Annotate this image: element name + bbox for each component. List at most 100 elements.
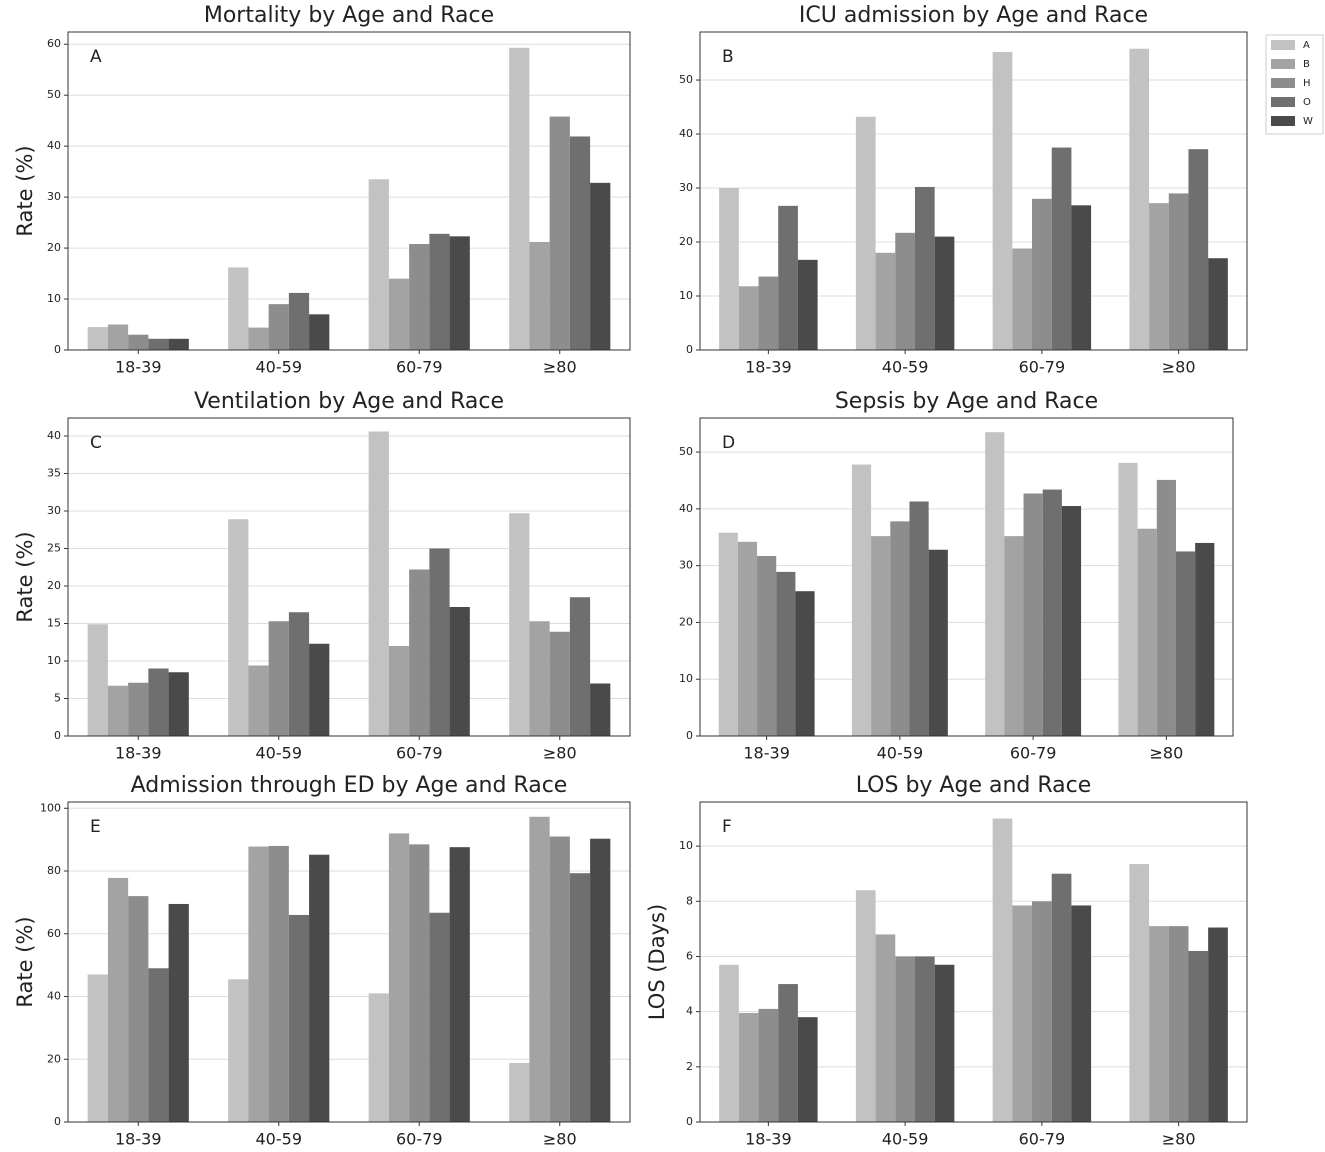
chart-title: Admission through ED by Age and Race: [131, 773, 568, 798]
bar: [934, 964, 955, 1122]
bar: [509, 47, 530, 351]
bar: [1004, 536, 1024, 736]
bar: [758, 276, 779, 350]
y-tick-label: 100: [40, 801, 61, 814]
bar: [1129, 48, 1150, 350]
bar: [795, 591, 815, 736]
y-tick-label: 40: [679, 502, 693, 515]
chart-title: ICU admission by Age and Race: [799, 3, 1148, 28]
bar: [934, 236, 955, 350]
bar: [449, 607, 470, 736]
y-tick-label: 20: [47, 579, 61, 592]
legend-label: O: [1303, 97, 1311, 108]
bar: [429, 912, 450, 1122]
bar: [719, 964, 739, 1122]
bar: [1051, 147, 1072, 350]
y-tick-label: 40: [47, 990, 61, 1003]
x-tick-label: 60-79: [396, 1130, 443, 1149]
bar: [168, 672, 189, 736]
bar: [549, 631, 570, 736]
panel: 0 20 40 60 80 100 18-39 40-59 60-79 ≥80 Admission …: [13, 773, 631, 1149]
axes-frame: [699, 417, 1234, 737]
bar: [895, 956, 915, 1122]
bar: [268, 304, 289, 350]
x-tick-label: 40-59: [256, 1130, 303, 1149]
bar: [1071, 905, 1092, 1122]
bar: [1149, 203, 1169, 350]
axes-frame: [699, 801, 1248, 1123]
axes-frame: [67, 417, 631, 737]
bar: [268, 621, 289, 736]
panel-label: F: [722, 817, 732, 837]
y-tick-label: 35: [47, 467, 61, 480]
y-tick-label: 0: [686, 343, 693, 356]
bar: [248, 327, 269, 350]
bar: [409, 244, 430, 350]
legend-label: W: [1303, 116, 1313, 127]
y-tick-label: 30: [47, 504, 61, 517]
bar: [228, 979, 249, 1122]
y-tick-label: 60: [47, 927, 61, 940]
panel: 0 2 4 6 8 10 18-39 40-59 60-79 ≥80 LOS by Age and …: [645, 773, 1248, 1149]
bar: [797, 1017, 818, 1122]
bar: [107, 685, 129, 736]
bar: [590, 683, 611, 736]
bar: [1023, 493, 1043, 736]
x-tick-label: 18-39: [745, 1130, 792, 1149]
bar: [549, 836, 570, 1122]
bar: [1208, 927, 1228, 1122]
chart-title: Sepsis by Age and Race: [835, 389, 1098, 414]
legend-swatch: [1271, 59, 1295, 69]
bar: [228, 267, 249, 350]
legend-swatch: [1271, 78, 1295, 88]
x-tick-label: ≥80: [543, 744, 577, 763]
y-tick-label: 20: [47, 241, 61, 254]
bar: [388, 833, 410, 1122]
bar: [449, 847, 470, 1122]
panel-label: E: [90, 817, 101, 837]
bar: [914, 186, 935, 350]
bar: [855, 890, 876, 1122]
panel: 0 10 20 30 40 50 60 18-39 40-59 60-79 ≥80 Mortality…: [13, 3, 631, 377]
bar: [1012, 248, 1033, 350]
bar: [107, 324, 129, 350]
bar: [168, 338, 189, 350]
bar: [368, 993, 389, 1122]
y-tick-label: 40: [679, 127, 693, 140]
bar: [388, 278, 410, 350]
chart-title: Mortality by Age and Race: [204, 3, 494, 28]
x-tick-label: 60-79: [1019, 358, 1066, 377]
bar: [87, 624, 108, 736]
bar: [368, 431, 389, 736]
x-tick-label: 40-59: [882, 1130, 929, 1149]
y-tick-label: 40: [47, 139, 61, 152]
x-tick-label: 18-39: [743, 744, 790, 763]
bar: [719, 188, 739, 350]
y-tick-label: 30: [679, 559, 693, 572]
bar: [738, 286, 759, 350]
x-tick-label: ≥80: [1162, 358, 1196, 377]
bar: [778, 205, 798, 350]
x-tick-label: ≥80: [1162, 1130, 1196, 1149]
y-tick-label: 60: [47, 37, 61, 50]
bar: [107, 877, 129, 1122]
bar: [288, 612, 310, 736]
bar: [1012, 905, 1033, 1122]
bar: [1168, 926, 1189, 1122]
bar: [148, 668, 169, 736]
bar: [797, 259, 818, 350]
bar: [758, 1008, 779, 1122]
y-tick-label: 50: [679, 445, 693, 458]
bar: [1032, 901, 1052, 1122]
bar: [1042, 489, 1062, 736]
bar: [590, 838, 611, 1122]
bar: [1175, 551, 1196, 736]
x-tick-label: 60-79: [1010, 744, 1057, 763]
panel-label: B: [722, 47, 734, 67]
y-tick-label: 50: [679, 73, 693, 86]
legend-label: B: [1303, 59, 1310, 70]
bar: [148, 338, 169, 350]
x-tick-label: 40-59: [256, 358, 303, 377]
bar: [168, 903, 189, 1122]
